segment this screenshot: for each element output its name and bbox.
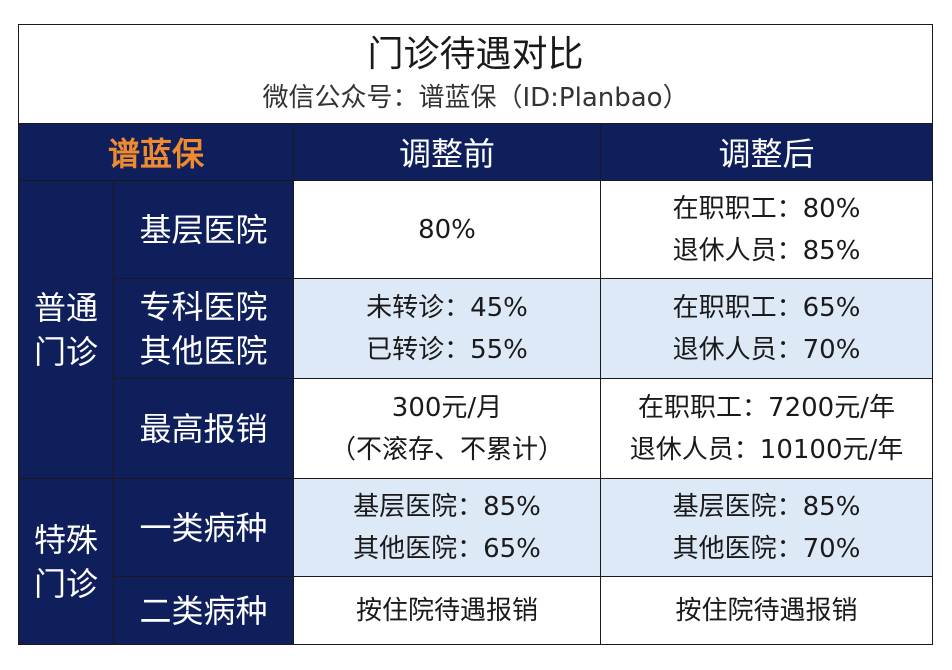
- header-after: 调整后: [599, 123, 934, 181]
- title-cell: 门诊待遇对比 微信公众号：谱蓝保（ID:Planbao）: [17, 24, 934, 124]
- table-row: 最高报销 300元/月 （不滚存、不累计） 在职职工：7200元/年 退休人员：…: [19, 378, 934, 479]
- cell-after: 按住院待遇报销: [599, 576, 934, 645]
- comparison-table-container: 门诊待遇对比 微信公众号：谱蓝保（ID:Planbao） 谱蓝保 调整前 调整后…: [17, 24, 934, 650]
- group-label-general-outpatient: 普通 门诊: [18, 180, 114, 479]
- header-brand: 谱蓝保: [18, 123, 294, 181]
- comparison-table: 门诊待遇对比 微信公众号：谱蓝保（ID:Planbao） 谱蓝保 调整前 调整后…: [17, 24, 934, 645]
- cell-before: 按住院待遇报销: [293, 576, 601, 645]
- cell-before: 300元/月 （不滚存、不累计）: [293, 378, 601, 479]
- cell-after: 基层医院：85% 其他医院：70%: [599, 478, 934, 577]
- group-label-special-outpatient: 特殊 门诊: [18, 478, 114, 645]
- table-row: 普通 门诊 基层医院 80% 在职职工：80% 退休人员：85%: [18, 180, 934, 479]
- page-title: 门诊待遇对比: [367, 34, 584, 75]
- cell-before: 基层医院：85% 其他医院：65%: [293, 478, 601, 577]
- cell-before: 80%: [293, 180, 601, 279]
- row-name-primary-hospital: 基层医院: [113, 180, 294, 279]
- header-before: 调整前: [293, 123, 601, 181]
- cell-after: 在职职工：7200元/年 退休人员：10100元/年: [599, 378, 934, 479]
- row-name-max-reimbursement: 最高报销: [113, 378, 294, 479]
- cell-after: 在职职工：80% 退休人员：85%: [599, 180, 934, 279]
- cell-before: 未转诊：45% 已转诊：55%: [293, 278, 601, 379]
- table-row: 二类病种 按住院待遇报销 按住院待遇报销: [19, 576, 934, 645]
- row-name-class-two-disease: 二类病种: [113, 576, 294, 645]
- page-subtitle: 微信公众号：谱蓝保（ID:Planbao）: [262, 83, 689, 113]
- table-row: 特殊 门诊 一类病种 基层医院：85% 其他医院：65% 基层医院：85% 其他…: [18, 478, 934, 645]
- cell-after: 在职职工：65% 退休人员：70%: [599, 278, 934, 379]
- row-name-class-one-disease: 一类病种: [113, 478, 294, 577]
- table-row: 专科医院 其他医院 未转诊：45% 已转诊：55% 在职职工：65% 退休人员：…: [19, 278, 934, 379]
- row-name-specialist-other-hospital: 专科医院 其他医院: [113, 278, 294, 379]
